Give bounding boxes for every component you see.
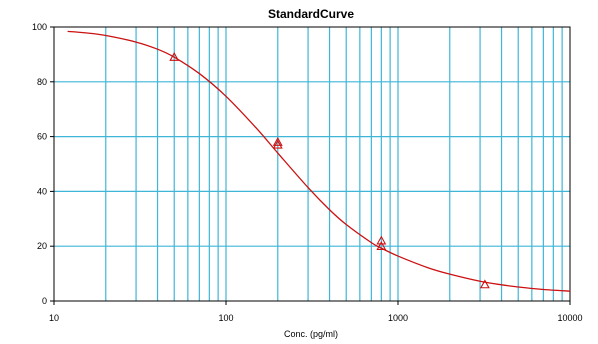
data-point-triangle — [376, 241, 387, 250]
y-tick-label: 60 — [37, 132, 47, 142]
data-point-triangle — [272, 136, 283, 146]
data-point-triangle — [272, 139, 283, 149]
data-point-triangle — [169, 52, 180, 61]
fit-curve-layer — [67, 30, 571, 292]
y-tick-label: 40 — [37, 186, 47, 196]
axis-ticks: 0 20 40 60 80 100 10 100 1000 10000 — [32, 22, 583, 323]
fit-curve-line — [67, 30, 571, 292]
x-axis-label: Conc. (pg/ml) — [284, 329, 338, 339]
data-point-triangle — [479, 279, 490, 289]
plot-frame — [53, 26, 571, 302]
y-tick-label: 20 — [37, 241, 47, 251]
x-tick-label: 10000 — [557, 313, 582, 323]
y-tick-label: 100 — [32, 22, 47, 32]
y-tick-label: 80 — [37, 77, 47, 87]
x-tick-label: 1000 — [388, 313, 408, 323]
data-points-layer — [169, 52, 490, 289]
data-point-triangle — [376, 235, 387, 245]
x-tick-label: 100 — [218, 313, 233, 323]
grid-lines — [54, 27, 570, 301]
x-tick-label: 10 — [49, 313, 59, 323]
y-tick-label: 0 — [42, 296, 47, 306]
chart-title: StandardCurve — [268, 7, 354, 21]
